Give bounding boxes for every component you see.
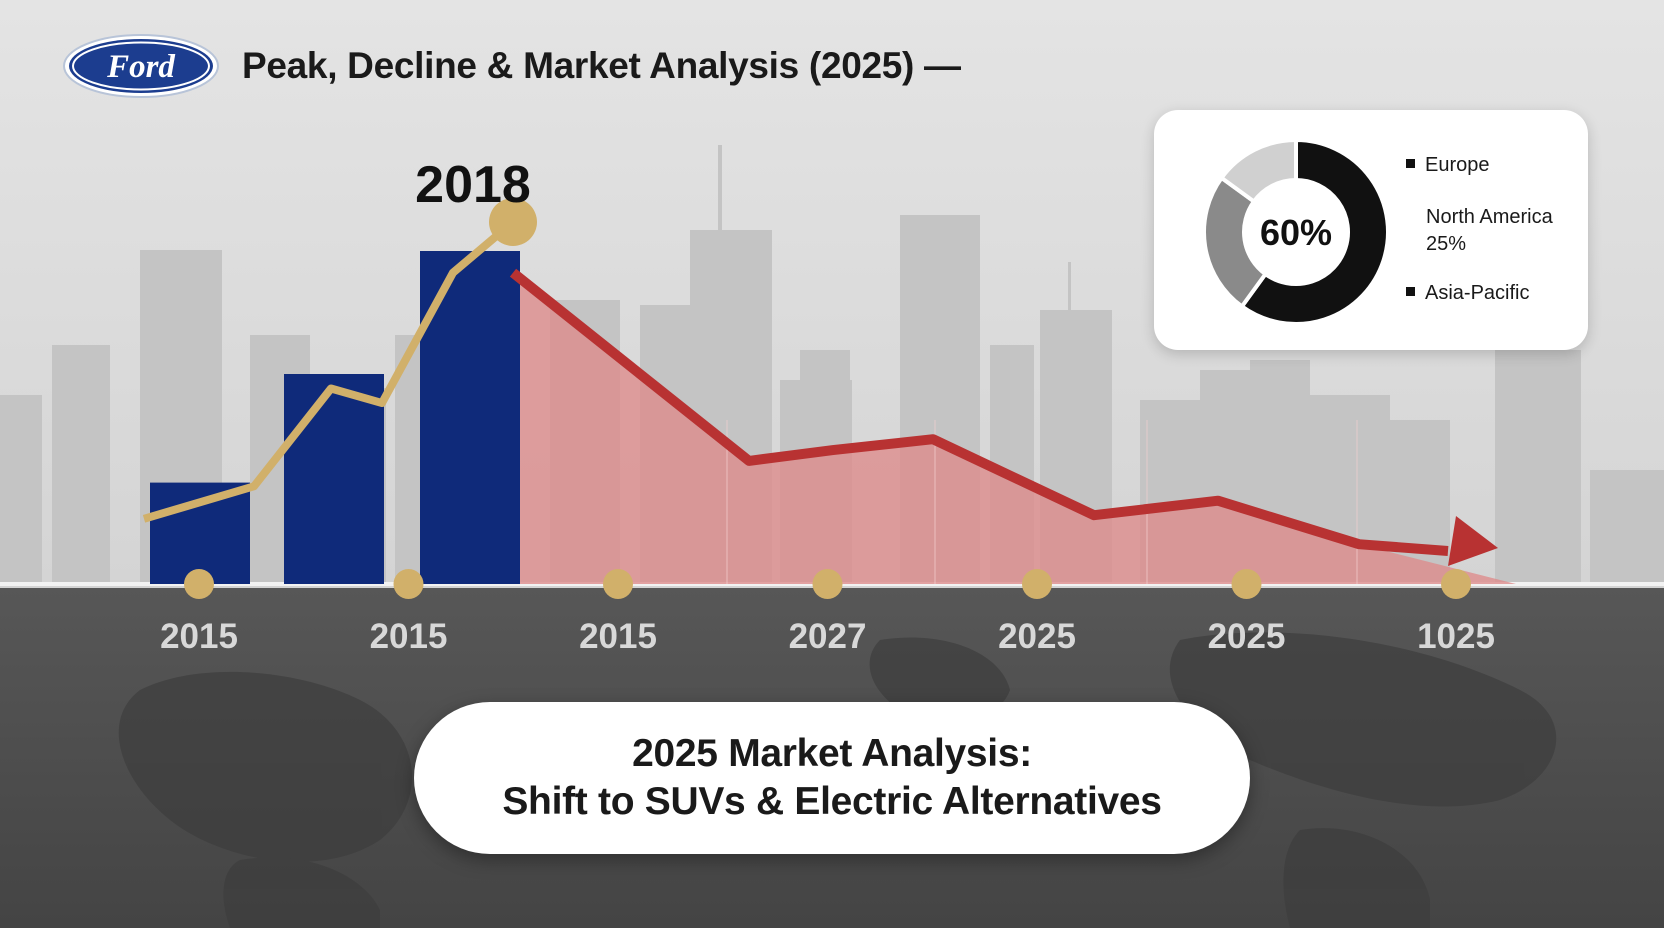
axis-dot: [184, 569, 214, 599]
donut-slice-3: [1218, 137, 1298, 205]
skyline-spire: [1068, 262, 1071, 347]
peak-point: [489, 198, 537, 246]
callout-heading: 2025 Market Analysis:: [632, 732, 1032, 775]
skyline-building: [1590, 470, 1664, 585]
header: Ford Peak, Decline & Market Analysis (20…: [62, 33, 961, 99]
world-map-shapes: [118, 632, 1557, 928]
peak-year-label: 2018: [415, 156, 531, 214]
x-tick-label: 2015: [579, 617, 657, 656]
legend-asia-pacific: Asia-Pacific: [1406, 282, 1529, 305]
svg-text:Ford: Ford: [106, 49, 175, 85]
analysis-callout: 2025 Market Analysis: Shift to SUVs & El…: [414, 702, 1250, 854]
skyline-spire: [718, 145, 722, 235]
axis-dot: [603, 569, 633, 599]
axis-dot: [393, 569, 424, 599]
x-tick-label: 1025: [1417, 617, 1495, 656]
ford-logo: Ford: [63, 34, 219, 98]
decline-arrowhead: [1448, 516, 1498, 566]
x-tick-label: 2015: [160, 617, 238, 656]
bar-2: [284, 374, 384, 584]
legend-europe: Europe: [1406, 154, 1490, 177]
decline-area: [513, 272, 1516, 584]
market-share-card: 60% Europe North America 25% Asia-Pacifi…: [1154, 110, 1588, 350]
x-tick-label: 2025: [998, 617, 1076, 656]
legend-north-america: North America: [1426, 206, 1553, 228]
donut-slice-1: [1239, 137, 1390, 326]
bar-1: [150, 482, 250, 584]
market-share-donut: 60%: [1202, 137, 1390, 326]
growth-line: [142, 218, 516, 523]
skyline-building: [0, 395, 42, 585]
axis-dot: [1441, 569, 1471, 599]
x-tick-label: 2027: [789, 617, 867, 656]
donut-slice-2: [1202, 175, 1269, 310]
donut-center-label: 60%: [1260, 212, 1332, 253]
legend-marker: [1406, 287, 1415, 297]
axis-dot: [1231, 569, 1262, 599]
callout-subheading: Shift to SUVs & Electric Alternatives: [502, 780, 1162, 823]
axis-dot: [1022, 569, 1052, 599]
legend-north-america-share: 25%: [1426, 233, 1467, 255]
x-tick-label: 2025: [1208, 617, 1286, 656]
skyline-building: [52, 345, 110, 585]
axis-dot: [812, 569, 843, 599]
page-title: Peak, Decline & Market Analysis (2025) —: [242, 45, 961, 86]
skyline-building: [1495, 350, 1581, 585]
legend-marker: [1406, 159, 1415, 169]
plot-area: 2015 2015 2015 2027 2025 2025 1025: [142, 198, 1516, 656]
decline-line: [509, 268, 1449, 556]
x-tick-label: 2015: [370, 617, 448, 656]
